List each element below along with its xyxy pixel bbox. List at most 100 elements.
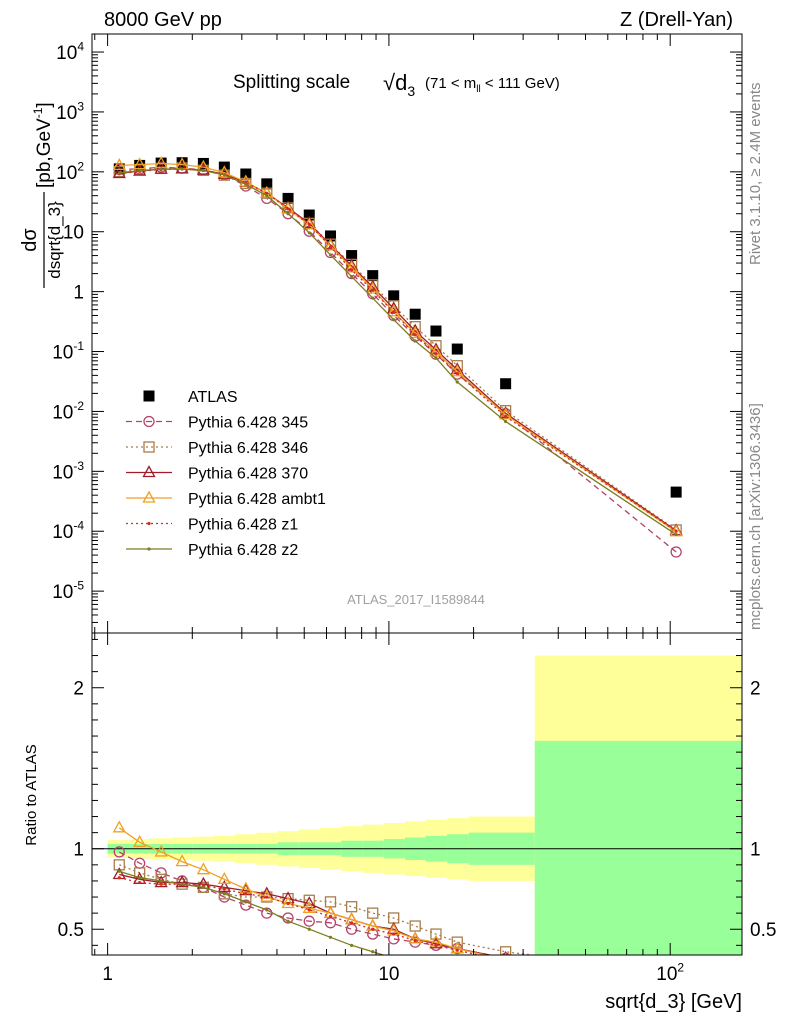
data-point [244, 900, 248, 904]
y-tick-label: 10 [63, 223, 84, 244]
data-point [265, 191, 269, 195]
data-point [244, 182, 248, 186]
y-tick-label: 10-3 [52, 459, 84, 484]
data-point [434, 352, 438, 356]
data-point [303, 915, 315, 927]
main-y-label: dσ dsqrt{d_3} [pb,GeV-1] [19, 102, 64, 288]
data-point [451, 936, 463, 948]
legend-entry: Pythia 6.428 370 [126, 465, 308, 483]
ylabel-denominator: dsqrt{d_3} [45, 201, 64, 279]
data-point [222, 887, 226, 891]
ratio-y-label: Ratio to ATLAS [23, 744, 40, 845]
data-point [408, 326, 422, 339]
ratio-y-tick-label-right: 1 [750, 840, 761, 861]
data-point [387, 304, 401, 317]
legend-label: Pythia 6.428 346 [188, 440, 308, 457]
data-point [674, 532, 678, 537]
data-point [240, 899, 252, 911]
y-tick-label: 10-2 [52, 399, 84, 424]
legend-entry: Pythia 6.428 z1 [126, 517, 298, 534]
data-point [154, 161, 168, 174]
main-plot-area: 10-5 10-4 10-3 10-2 10-1 1 10 102 103 104 [52, 33, 743, 634]
uncertainty-bands [107, 655, 742, 955]
data-point [434, 943, 438, 947]
data-point [414, 963, 417, 966]
title-subscript: 3 [407, 83, 415, 99]
data-point [303, 209, 315, 221]
data-point [175, 161, 189, 174]
data-point [392, 932, 396, 936]
ratio-y-tick-label-right: 0.5 [750, 920, 776, 941]
legend-entry: Pythia 6.428 ambt1 [126, 490, 326, 508]
data-point [222, 892, 226, 896]
data-point [323, 238, 338, 251]
data-point [261, 178, 273, 190]
data-point [434, 356, 438, 360]
main-series-group [112, 156, 683, 558]
data-point [434, 968, 437, 971]
legend-label: Pythia 6.428 ambt1 [188, 491, 326, 508]
data-point [159, 882, 163, 886]
data-point [159, 879, 163, 883]
data-point [392, 310, 396, 315]
data-point [240, 168, 252, 180]
data-point [112, 158, 126, 171]
ratio-y-tick-label: 0.5 [58, 920, 84, 941]
ratio-y-tick-label: 1 [73, 840, 84, 861]
data-point [180, 167, 184, 171]
data-point [388, 290, 400, 302]
legend-label: Pythia 6.428 z2 [188, 542, 298, 559]
legend-label: ATLAS [188, 389, 238, 406]
data-point [222, 173, 226, 177]
data-point [674, 529, 678, 533]
data-point [504, 414, 508, 419]
data-point [367, 907, 379, 919]
data-point [117, 171, 121, 175]
data-point [201, 168, 205, 173]
data-point [142, 490, 156, 503]
y-tick-label: 10-5 [52, 579, 84, 604]
data-point [328, 245, 333, 249]
data-point [133, 157, 147, 170]
data-point [303, 225, 315, 237]
data-point [201, 885, 205, 889]
ratio-series-group [112, 820, 538, 971]
data-point [392, 318, 396, 322]
data-point [281, 896, 295, 909]
y-tick-label: 104 [56, 39, 84, 64]
data-point [328, 914, 333, 918]
ratio-frame [91, 632, 743, 956]
data-point [450, 941, 464, 954]
data-point [138, 876, 142, 880]
data-point [455, 948, 459, 952]
data-point [113, 846, 125, 858]
x-tick-label: 10 [378, 964, 399, 985]
data-point [371, 950, 375, 954]
legend-entry: Pythia 6.428 345 [126, 415, 308, 432]
data-point [366, 281, 380, 294]
data-point [180, 882, 184, 886]
data-point [371, 288, 375, 292]
data-point [217, 880, 231, 893]
header-left: 8000 GeV pp [104, 9, 222, 31]
data-point [302, 900, 316, 913]
data-point [154, 156, 168, 169]
data-point [371, 927, 375, 931]
data-point [455, 380, 459, 384]
data-point [367, 270, 379, 282]
data-point [409, 920, 421, 932]
data-point [142, 465, 156, 478]
data-point [350, 921, 354, 925]
data-point [504, 419, 508, 424]
data-point [670, 486, 682, 498]
data-point [196, 862, 210, 875]
data-point [282, 192, 294, 204]
data-point [350, 275, 354, 279]
data-point [286, 901, 290, 906]
data-point [325, 230, 337, 242]
data-point [307, 222, 311, 226]
data-point [350, 268, 354, 272]
legend-label: Pythia 6.428 z1 [188, 517, 298, 534]
data-point [392, 957, 395, 960]
